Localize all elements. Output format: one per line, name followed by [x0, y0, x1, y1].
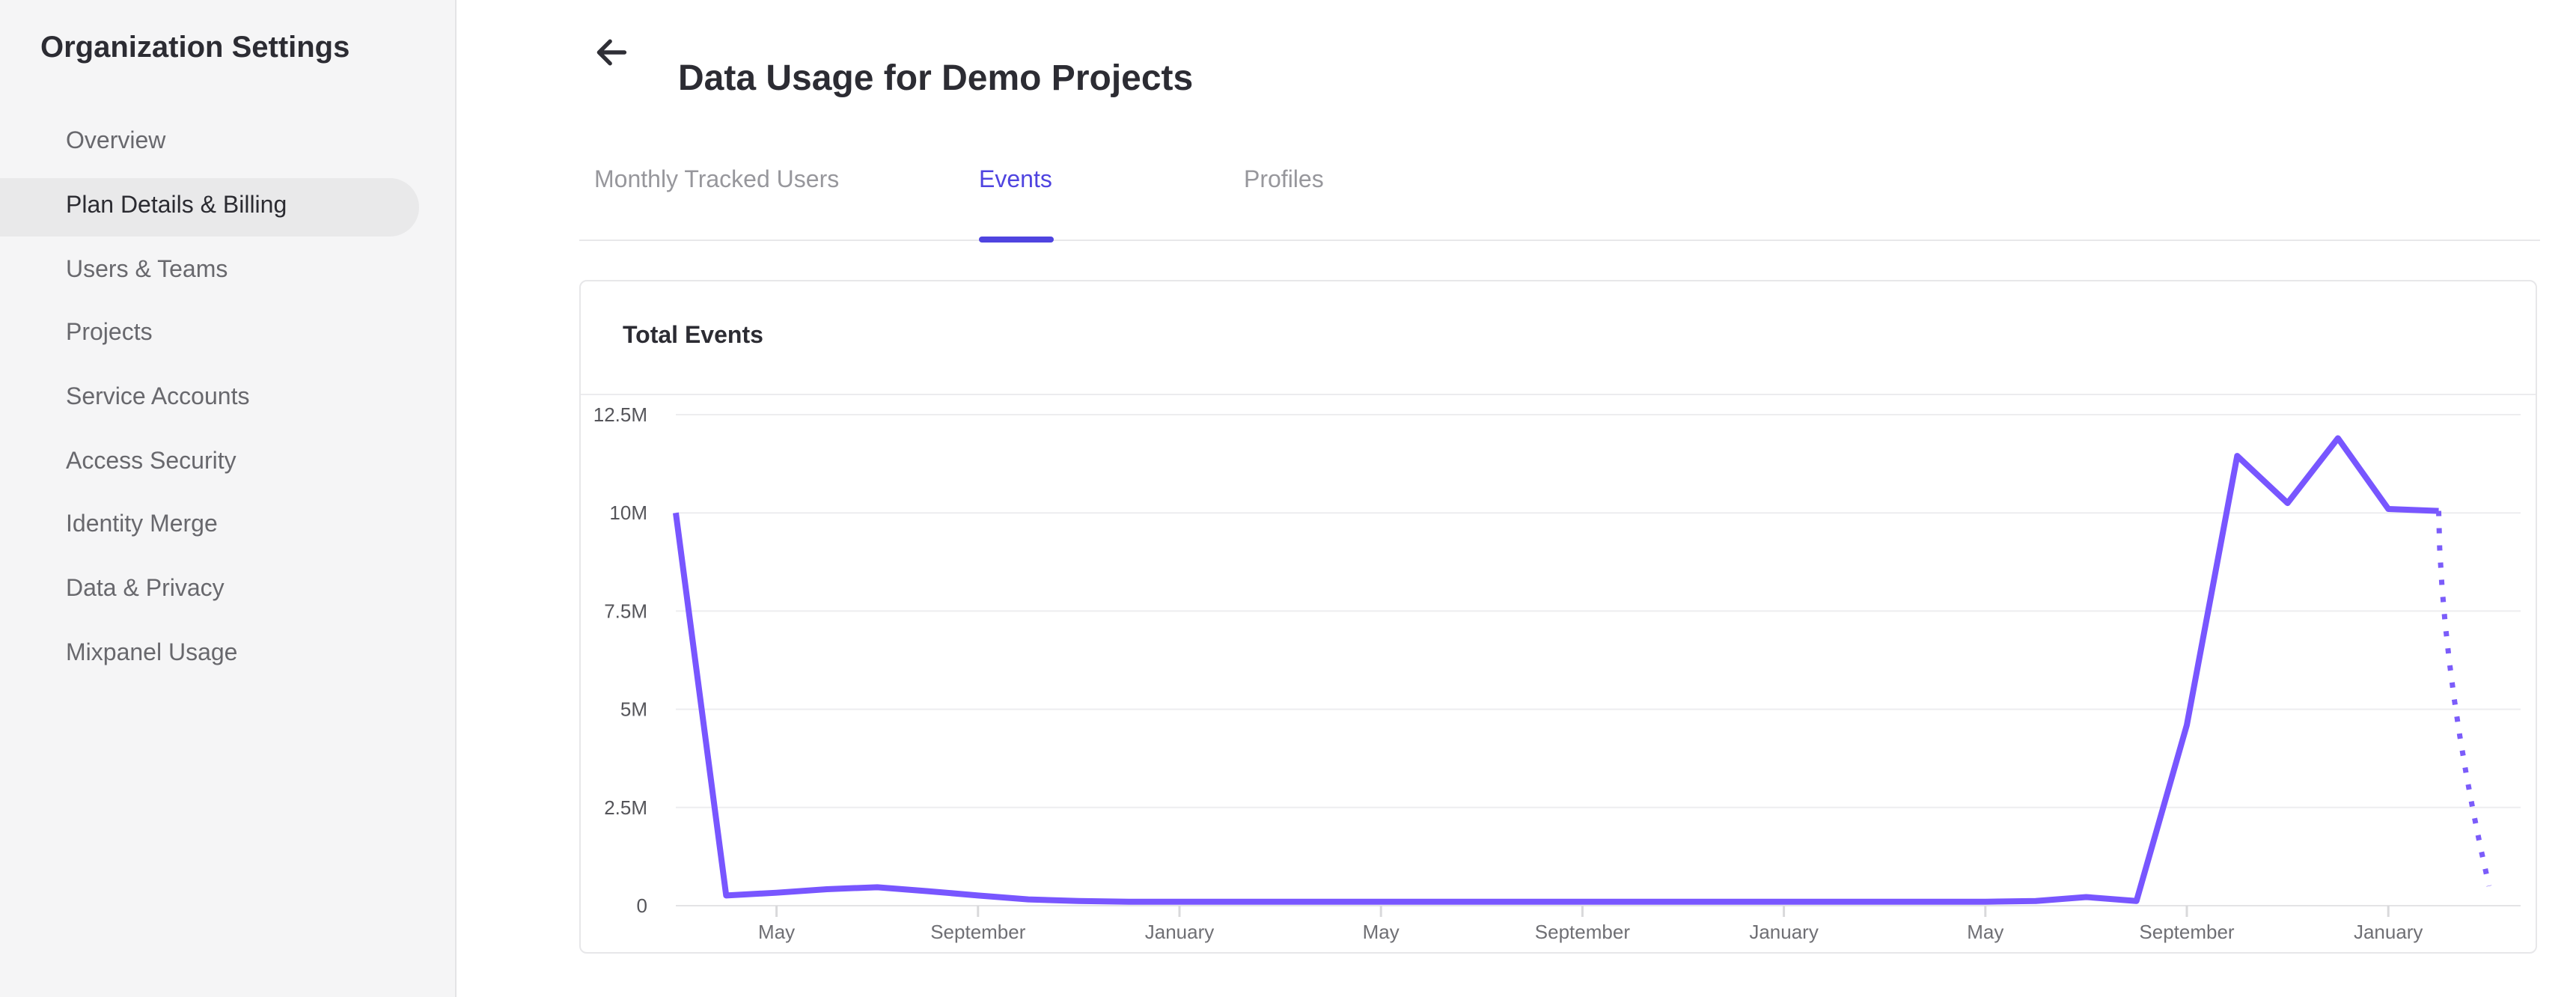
- sidebar: Organization Settings Overview Plan Deta…: [0, 0, 457, 997]
- events-line-chart[interactable]: 12.5M 10M 7.5M 5M 2.5M 0 May September January Ma…: [580, 394, 2538, 954]
- x-axis-label: May: [757, 920, 794, 942]
- back-button[interactable]: [591, 33, 630, 72]
- sidebar-item-users-teams[interactable]: Users & Teams: [66, 257, 228, 283]
- x-axis-label: May: [1966, 920, 2003, 942]
- x-axis-label: September: [1534, 920, 1630, 942]
- card-header: Total Events: [580, 281, 2536, 394]
- active-tab-indicator: [979, 236, 1054, 243]
- y-axis-label: 2.5M: [603, 796, 647, 818]
- y-axis-label: 7.5M: [603, 599, 647, 621]
- sidebar-item-identity-merge[interactable]: Identity Merge: [66, 512, 218, 538]
- total-events-card: Total Events 12.5M 10M 7.5M 5M 2.5M 0 May Septe…: [579, 279, 2537, 953]
- sidebar-item-service-accounts[interactable]: Service Accounts: [66, 385, 250, 411]
- y-axis-label: 10M: [608, 501, 647, 523]
- x-axis-label: May: [1362, 920, 1399, 942]
- sidebar-item-mixpanel-usage[interactable]: Mixpanel Usage: [66, 640, 238, 666]
- arrow-left-icon: [591, 33, 630, 72]
- x-axis-label: January: [2353, 920, 2423, 942]
- tab-events[interactable]: Events: [979, 168, 1052, 193]
- page-title: Data Usage for Demo Projects: [678, 58, 1194, 99]
- y-axis-label: 0: [636, 894, 647, 916]
- sidebar-item-overview[interactable]: Overview: [66, 129, 166, 155]
- card-title: Total Events: [623, 323, 763, 349]
- tab-profiles[interactable]: Profiles: [1244, 168, 1324, 193]
- sidebar-item-projects[interactable]: Projects: [66, 320, 153, 347]
- tab-monthly-tracked-users[interactable]: Monthly Tracked Users: [594, 168, 840, 193]
- sidebar-title: Organization Settings: [40, 31, 350, 64]
- sidebar-item-data-privacy[interactable]: Data & Privacy: [66, 576, 225, 603]
- sidebar-nav: Overview Plan Details & Billing Users & …: [0, 111, 455, 686]
- x-axis-label: January: [1748, 920, 1818, 942]
- x-axis-label: September: [930, 920, 1025, 942]
- x-axis-label: January: [1144, 920, 1214, 942]
- y-axis-label: 5M: [620, 698, 647, 720]
- sidebar-item-access-security[interactable]: Access Security: [66, 448, 236, 475]
- x-axis-label: September: [2138, 920, 2234, 942]
- series-line: [672, 434, 2438, 904]
- sidebar-item-plan-details-billing[interactable]: Plan Details & Billing: [0, 177, 419, 237]
- tabs-divider: [579, 240, 2539, 241]
- y-axis-label: 12.5M: [593, 403, 647, 425]
- projection-line: [2435, 510, 2491, 886]
